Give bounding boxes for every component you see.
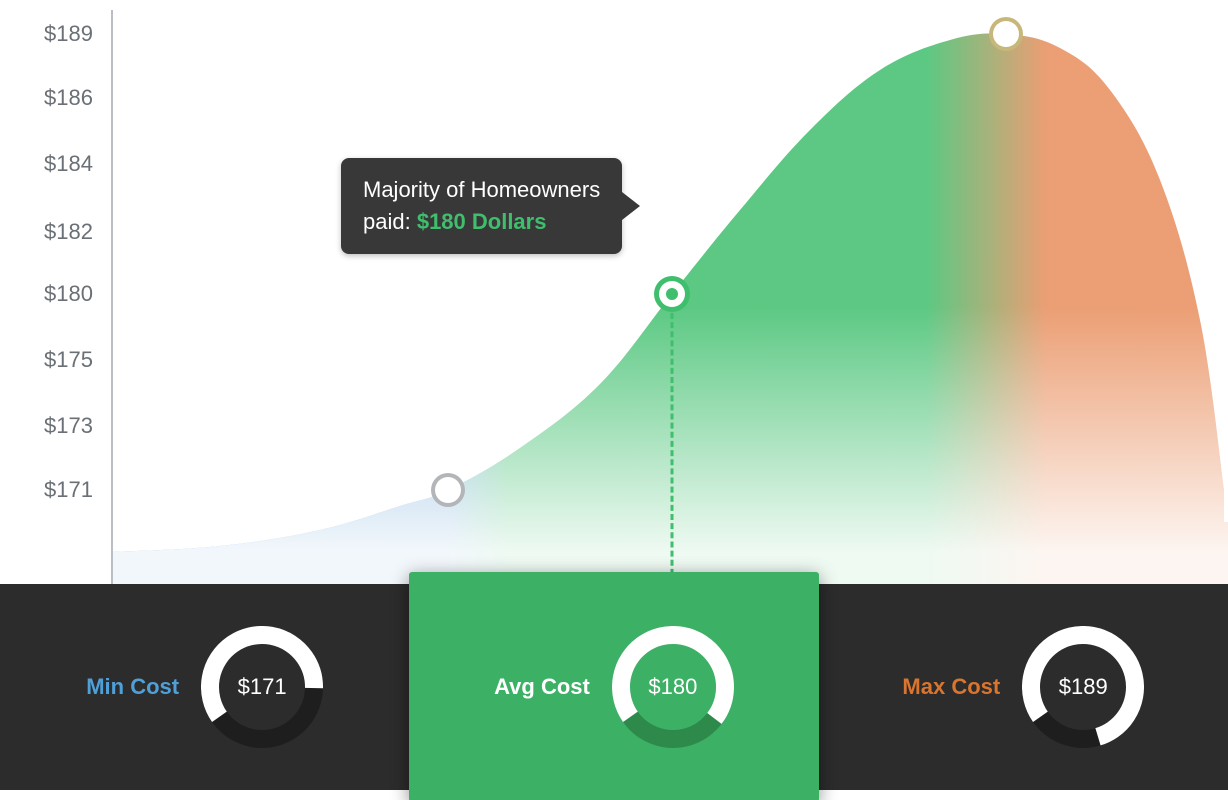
- max-marker: [993, 21, 1019, 47]
- summary-cards-bar: Min Cost $171 Avg Cost $180 Max Cost: [0, 584, 1228, 790]
- cost-distribution-chart: $189 $186 $184 $182 $180 $175 $173 $171 Majorit…: [0, 0, 1228, 800]
- max-donut: $189: [1022, 626, 1144, 748]
- avg-marker: [659, 281, 685, 307]
- y-tick-label: $180: [44, 281, 93, 307]
- tooltip-line2: paid: $180 Dollars: [363, 206, 600, 238]
- avg-guide-line: [671, 313, 674, 584]
- y-tick-label: $182: [44, 219, 93, 245]
- max-cost-value: $189: [1022, 626, 1144, 748]
- max-cost-card: Max Cost $189: [819, 584, 1228, 790]
- avg-cost-value: $180: [612, 626, 734, 748]
- min-marker: [435, 477, 461, 503]
- tooltip-arrow-icon: [622, 192, 640, 220]
- tooltip-line1: Majority of Homeowners: [363, 174, 600, 206]
- y-tick-label: $189: [44, 21, 93, 47]
- min-cost-label: Min Cost: [86, 674, 179, 700]
- y-tick-label: $175: [44, 347, 93, 373]
- avg-tooltip: Majority of Homeowners paid: $180 Dollar…: [341, 158, 622, 254]
- min-cost-card: Min Cost $171: [0, 584, 409, 790]
- avg-cost-card: Avg Cost $180: [409, 572, 818, 800]
- tooltip-prefix: paid:: [363, 209, 417, 234]
- min-donut: $171: [201, 626, 323, 748]
- max-cost-label: Max Cost: [902, 674, 1000, 700]
- y-tick-label: $184: [44, 151, 93, 177]
- y-tick-label: $171: [44, 477, 93, 503]
- avg-marker-dot: [666, 288, 678, 300]
- avg-cost-label: Avg Cost: [494, 674, 590, 700]
- avg-donut: $180: [612, 626, 734, 748]
- y-tick-label: $186: [44, 85, 93, 111]
- min-cost-value: $171: [201, 626, 323, 748]
- y-tick-label: $173: [44, 413, 93, 439]
- tooltip-amount: $180 Dollars: [417, 209, 547, 234]
